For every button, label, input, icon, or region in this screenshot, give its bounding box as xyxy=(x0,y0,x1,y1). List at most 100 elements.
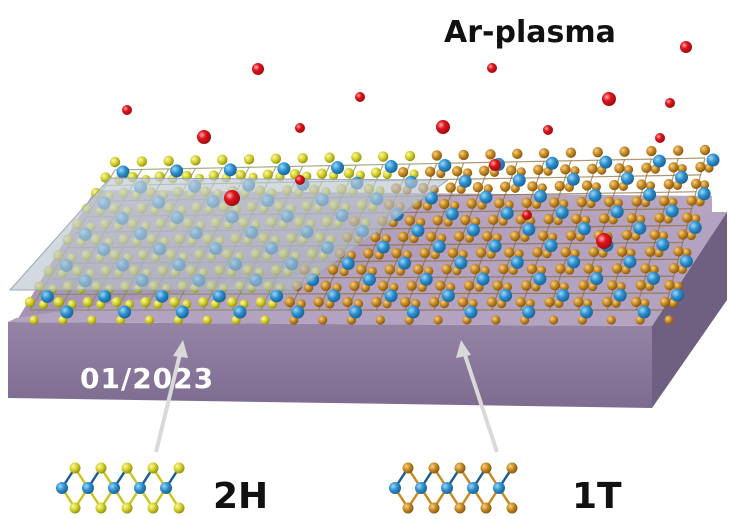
sulfur-atom-1t xyxy=(644,246,656,257)
metal-atom xyxy=(637,305,651,319)
sulfur-atom-2h xyxy=(370,167,382,178)
metal-atom xyxy=(599,155,613,169)
sulfur-atom-2h xyxy=(316,168,328,179)
sulfur-atom-1t xyxy=(406,280,417,291)
sulfur-atom-1t xyxy=(640,263,651,274)
metal-atom xyxy=(646,271,660,285)
sulfur-atom-2h xyxy=(111,296,122,308)
sulfur-atom-2h xyxy=(202,315,212,325)
sulfur-atom-1t xyxy=(626,212,637,224)
sulfur-atom-2h xyxy=(144,315,155,325)
sulfur-atom-1t xyxy=(375,315,385,325)
sulfur-atom xyxy=(402,462,414,474)
metal-atom xyxy=(643,188,657,202)
plasma-particle-icon xyxy=(602,92,616,106)
sulfur-atom-2h xyxy=(297,152,308,164)
metal-atom xyxy=(623,255,637,269)
sulfur-atom-1t xyxy=(548,197,560,208)
metal-atom xyxy=(82,482,94,494)
sulfur-atom-1t xyxy=(654,212,665,224)
metal-atom xyxy=(675,170,689,184)
sulfur-atom-1t xyxy=(603,196,615,207)
plasma-particle-icon xyxy=(295,123,305,133)
sulfur-atom-1t xyxy=(537,230,549,241)
metal-atom xyxy=(175,305,189,319)
bond xyxy=(624,158,652,161)
mask-sheet xyxy=(8,177,450,291)
metal-atom xyxy=(384,160,398,174)
sulfur-atom xyxy=(506,502,518,514)
sulfur-atom-1t xyxy=(699,144,711,156)
sulfur-atom-1t xyxy=(469,263,481,275)
sulfur-atom-1t xyxy=(485,149,496,160)
plasma-particle-icon xyxy=(655,133,665,143)
metal-atom xyxy=(419,272,433,286)
sulfur-atom xyxy=(506,462,518,474)
sulfur-atom-1t xyxy=(320,280,332,292)
sulfur-atom-1t xyxy=(472,181,484,193)
metal-atom xyxy=(567,255,581,269)
bond xyxy=(463,161,491,164)
sulfur-atom-1t xyxy=(668,263,680,274)
sulfur-atom-1t xyxy=(371,296,382,308)
sulfur-atom xyxy=(454,462,466,474)
sulfur-atom-1t xyxy=(463,280,475,291)
sulfur-atom-1t xyxy=(664,315,674,325)
sulfur-atom-1t xyxy=(428,296,440,308)
metal-atom xyxy=(499,288,513,302)
sulfur-atom-1t xyxy=(581,180,593,191)
plasma-particle-icon xyxy=(355,92,365,102)
sulfur-atom-1t xyxy=(433,315,443,325)
sulfur-atom-1t xyxy=(682,247,692,258)
metal-atom xyxy=(134,482,146,494)
sulfur-atom-1t xyxy=(616,281,626,292)
sulfur-atom-1t xyxy=(631,196,642,207)
sulfur-atom-1t xyxy=(560,164,571,175)
sulfur-atom-1t xyxy=(571,213,582,224)
sulfur-atom-1t xyxy=(576,196,587,208)
metal-atom xyxy=(454,256,468,270)
sulfur-atom-1t xyxy=(699,180,710,190)
sulfur-atom-1t xyxy=(664,279,675,291)
metal-atom xyxy=(670,288,684,302)
sulfur-atom-1t xyxy=(672,145,684,156)
sulfur-atom xyxy=(95,462,107,474)
sulfur-atom-1t xyxy=(493,198,505,209)
sulfur-atom xyxy=(95,502,107,514)
sulfur-atom-1t xyxy=(658,195,670,207)
sulfur-atom-1t xyxy=(313,296,324,308)
bond xyxy=(141,168,169,171)
metal-atom xyxy=(56,482,68,494)
metal-atom xyxy=(441,289,455,303)
bond xyxy=(678,157,706,160)
plasma-particle-icon xyxy=(197,130,211,144)
sulfur-atom xyxy=(173,502,185,514)
sulfur-atom-1t xyxy=(460,214,471,226)
sulfur-atom-1t xyxy=(560,246,571,258)
sulfur-atom-2h xyxy=(136,156,148,167)
metal-atom xyxy=(665,204,679,218)
metal-atom xyxy=(441,482,453,494)
arrow-1t xyxy=(456,340,499,453)
bond xyxy=(249,166,276,168)
sulfur-atom-1t xyxy=(668,197,678,207)
metal-atom xyxy=(60,305,74,319)
plasma-particle-icon xyxy=(436,120,450,134)
metal-atom xyxy=(327,289,341,303)
plasma-particle-icon xyxy=(487,63,497,73)
sulfur-atom-1t xyxy=(397,167,409,178)
sulfur-atom-2h xyxy=(255,296,267,308)
sulfur-atom-1t xyxy=(425,231,437,242)
sulfur-atom xyxy=(480,462,492,474)
metal-atom xyxy=(277,162,291,176)
metal-atom xyxy=(500,206,514,220)
sulfur-atom-1t xyxy=(342,296,353,308)
sulfur-atom-1t xyxy=(614,163,625,174)
sulfur-atom-1t xyxy=(438,198,450,210)
sulfur-atom-1t xyxy=(623,165,634,175)
sulfur-atom-1t xyxy=(404,215,416,226)
sulfur-atom-1t xyxy=(548,315,559,325)
substrate-front-face xyxy=(8,322,652,408)
sulfur-atom-1t xyxy=(691,214,701,224)
